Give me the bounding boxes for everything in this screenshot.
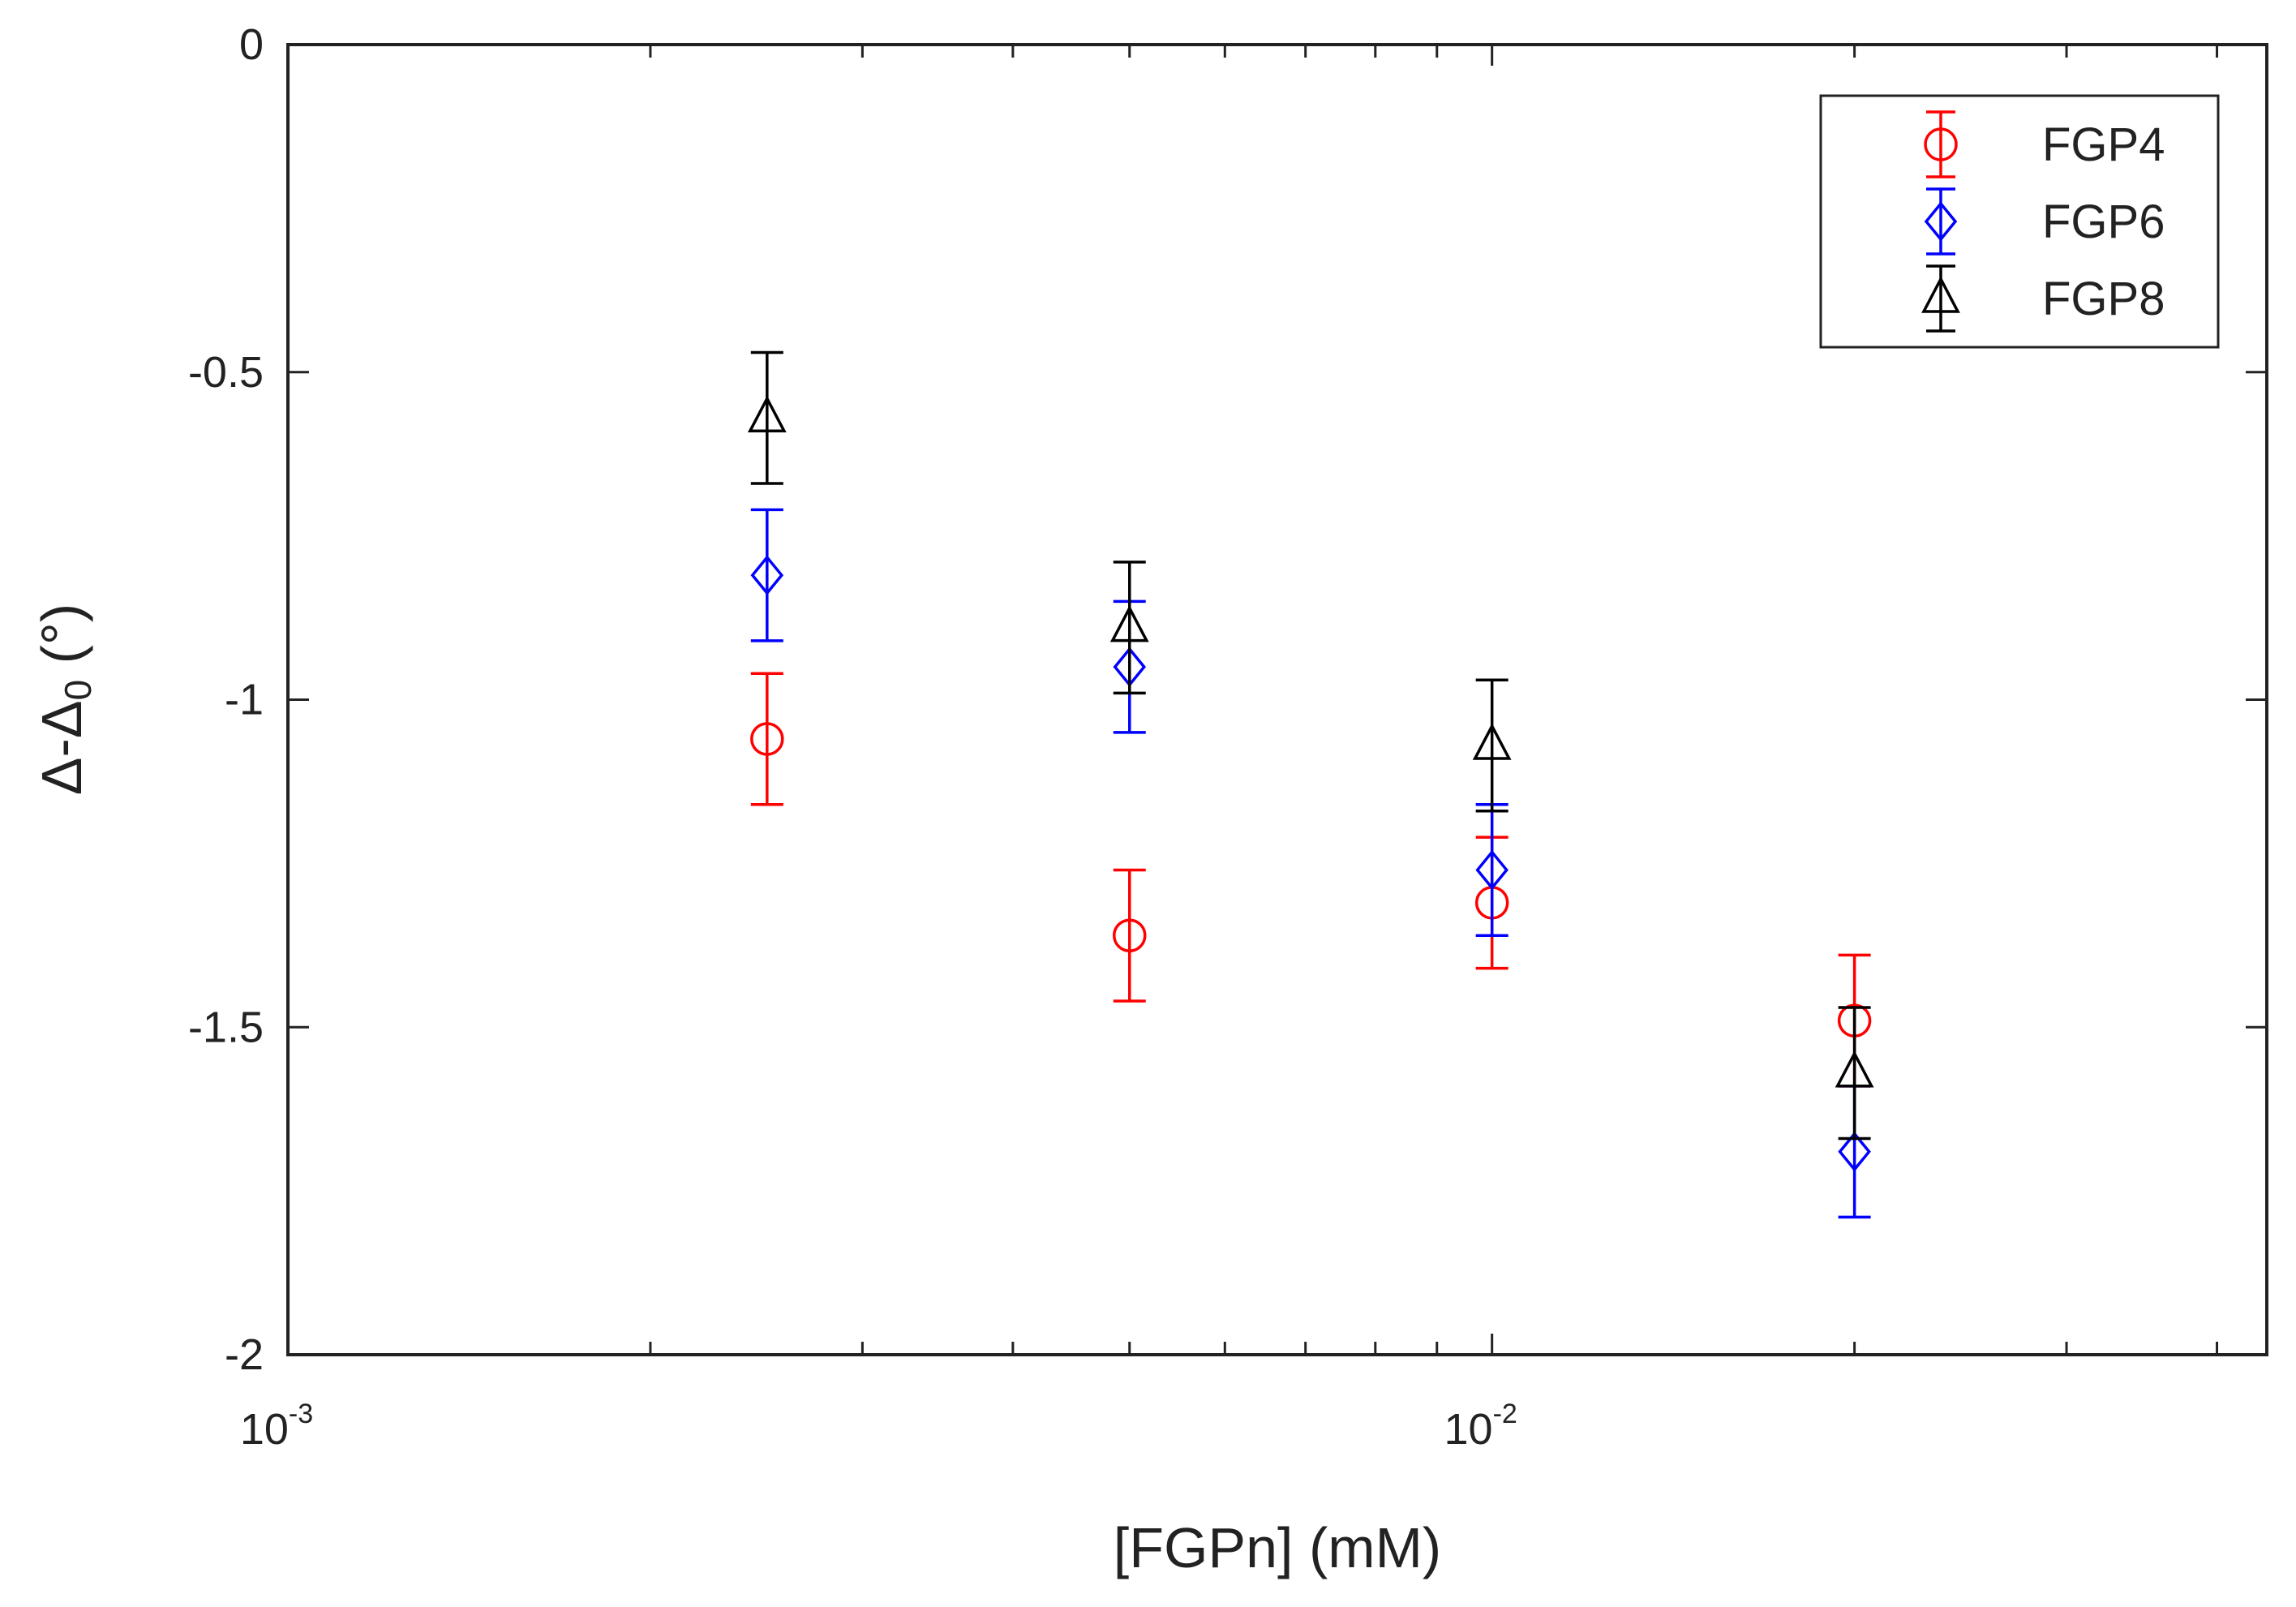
- y-axis-title-subscript: 0: [57, 680, 99, 701]
- legend: FGP4 FGP6 FGP8: [1819, 94, 2220, 349]
- x-tick-label: 10-3: [240, 1399, 313, 1454]
- legend-box: [1819, 94, 2220, 349]
- x-tick-label: 10-2: [1444, 1399, 1517, 1454]
- y-tick-label: -0.5: [188, 348, 264, 397]
- y-axis-title: Δ-Δ0 (°): [30, 604, 99, 795]
- y-axis-title-main: Δ-Δ: [30, 700, 93, 795]
- y-tick-label: -1: [225, 676, 264, 724]
- data-point-triangle: [747, 395, 787, 433]
- series-fgp8: [747, 350, 1874, 1141]
- data-points: [747, 350, 1874, 1219]
- data-point-diamond: [1838, 1131, 1871, 1172]
- legend-entry-fgp4: FGP4: [1924, 110, 2165, 178]
- y-tick-label: -2: [225, 1330, 264, 1379]
- y-tick-labels: 0 -0.5 -1 -1.5 -2: [188, 20, 264, 1379]
- x-tick-base: 10: [1444, 1405, 1493, 1454]
- legend-entries: FGP4 FGP6 FGP8: [1921, 110, 2165, 333]
- legend-entry-fgp8: FGP8: [1921, 264, 2165, 333]
- data-point-triangle: [1835, 1051, 1874, 1088]
- legend-label: FGP8: [2042, 273, 2165, 325]
- x-tick-exponent: -3: [289, 1399, 313, 1429]
- axis-ticks: [286, 43, 2267, 1356]
- data-point-circle: [750, 722, 784, 756]
- data-point-circle: [1112, 918, 1147, 952]
- legend-marker: [1924, 127, 1958, 161]
- data-point-triangle: [1109, 604, 1149, 642]
- legend-entry-fgp6: FGP6: [1924, 187, 2165, 256]
- y-tick-label: 0: [239, 20, 264, 69]
- x-tick-exponent: -2: [1493, 1399, 1517, 1429]
- legend-label: FGP4: [2042, 118, 2165, 171]
- x-tick-base: 10: [240, 1405, 289, 1454]
- data-point-diamond: [750, 555, 784, 595]
- legend-marker: [1924, 201, 1958, 242]
- x-axis-title: [FGPn] (mM): [1114, 1516, 1441, 1579]
- data-point-diamond: [1475, 849, 1508, 891]
- data-point-triangle: [1472, 723, 1512, 760]
- legend-marker: [1921, 276, 1960, 313]
- x-tick-labels: 10-3 10-2: [240, 1399, 1517, 1454]
- y-tick-label: -1.5: [188, 1003, 264, 1051]
- legend-label: FGP6: [2042, 196, 2165, 248]
- y-axis-title-unit: (°): [30, 604, 93, 680]
